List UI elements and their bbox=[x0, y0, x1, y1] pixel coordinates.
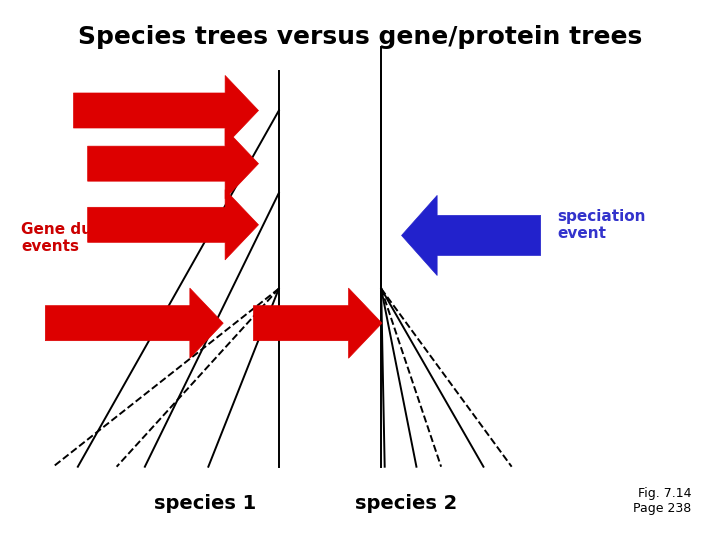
Text: species 2: species 2 bbox=[355, 495, 457, 514]
Text: Gene duplication
events: Gene duplication events bbox=[22, 222, 166, 254]
Text: Species trees versus gene/protein trees: Species trees versus gene/protein trees bbox=[78, 25, 642, 50]
Text: species 1: species 1 bbox=[153, 495, 256, 514]
Text: Fig. 7.14
Page 238: Fig. 7.14 Page 238 bbox=[634, 487, 691, 515]
Text: speciation
event: speciation event bbox=[557, 208, 646, 241]
